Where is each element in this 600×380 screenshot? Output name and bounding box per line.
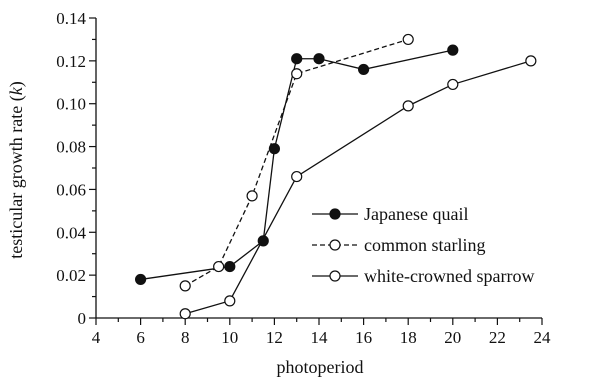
x-tick-label: 10 — [221, 328, 238, 347]
data-point-common-starling — [291, 68, 303, 80]
data-point-common-starling — [213, 260, 225, 273]
y-axis-title: testicular growth rate (k) — [6, 81, 27, 258]
data-point-japanese-quail — [268, 143, 280, 155]
x-tick-label: 18 — [400, 328, 417, 347]
data-point-japanese-quail — [291, 53, 303, 65]
x-tick-label: 24 — [534, 328, 552, 347]
data-point-japanese-quail — [447, 44, 459, 56]
data-point-white-crowned-sparrow — [525, 55, 537, 67]
data-markers — [135, 33, 537, 320]
legend-marker-common-starling — [329, 239, 341, 251]
data-point-japanese-quail — [224, 260, 236, 273]
tick-marks — [89, 17, 543, 325]
y-tick-label: 0.06 — [56, 180, 86, 199]
data-point-japanese-quail — [257, 235, 269, 247]
y-tick-label: 0.12 — [56, 52, 86, 71]
x-tick-label: 12 — [266, 328, 283, 347]
legend: Japanese quail common starling white-crown… — [312, 204, 534, 286]
data-point-japanese-quail — [358, 63, 370, 76]
data-point-white-crowned-sparrow — [179, 308, 191, 320]
series-line-japanese-quail — [140, 49, 453, 281]
data-point-japanese-quail — [313, 53, 325, 65]
y-tick-label: 0.10 — [56, 95, 86, 114]
legend-label-common-starling: common starling — [364, 235, 485, 255]
data-point-common-starling — [179, 280, 191, 292]
legend-label-japanese-quail: Japanese quail — [364, 204, 468, 224]
y-tick-label: 0.08 — [56, 138, 86, 157]
data-point-white-crowned-sparrow — [291, 170, 303, 183]
x-tick-label: 16 — [355, 328, 372, 347]
data-point-common-starling — [246, 190, 258, 202]
data-point-japanese-quail — [135, 273, 147, 286]
y-tick-label: 0.02 — [56, 266, 86, 285]
x-tick-label: 14 — [311, 328, 329, 347]
data-point-common-starling — [402, 33, 414, 46]
x-tick-label: 6 — [136, 328, 145, 347]
legend-marker-white-crowned-sparrow — [329, 270, 341, 282]
x-tick-label: 20 — [444, 328, 461, 347]
data-point-white-crowned-sparrow — [447, 78, 459, 91]
legend-marker-japanese-quail — [329, 208, 341, 220]
series-line-white-crowned-sparrow — [185, 60, 532, 315]
x-tick-label: 22 — [489, 328, 506, 347]
y-tick-label: 0 — [78, 309, 87, 328]
x-tick-label: 4 — [92, 328, 101, 347]
y-tick-label: 0.14 — [56, 9, 86, 28]
x-axis-title: photoperiod — [277, 357, 364, 377]
tick-labels: 4 6 8 10 12 14 16 18 20 22 24 0 0.02 0.04 0.06 0.08 0.10… — [56, 9, 551, 347]
data-point-white-crowned-sparrow — [402, 100, 414, 112]
legend-label-white-crowned-sparrow: white-crowned sparrow — [364, 266, 534, 286]
y-tick-label: 0.04 — [56, 223, 86, 242]
data-point-white-crowned-sparrow — [224, 295, 236, 307]
x-tick-label: 8 — [181, 328, 190, 347]
